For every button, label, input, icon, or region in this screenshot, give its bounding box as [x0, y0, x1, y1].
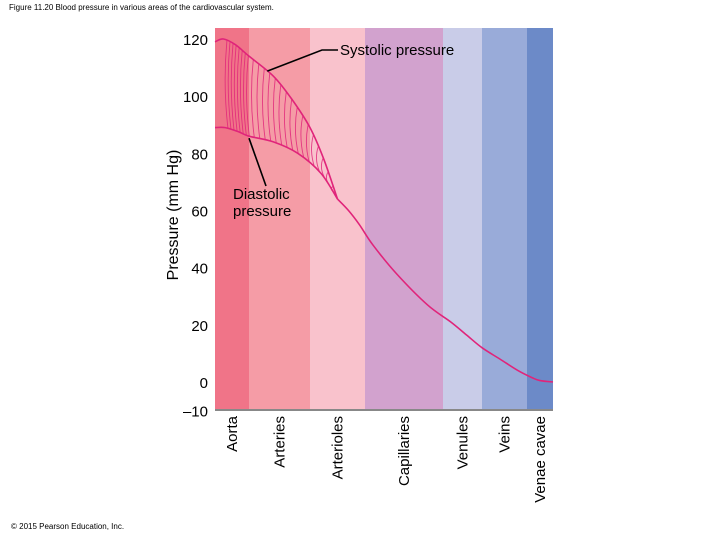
pulse-wave-mark	[227, 42, 232, 130]
x-category-label: Aorta	[224, 415, 241, 452]
pulse-wave-mark	[251, 59, 255, 138]
y-tick-label: 0	[200, 375, 208, 392]
pulse-wave-mark	[294, 107, 299, 154]
pulse-wave-mark	[273, 78, 277, 143]
x-category-label: Capillaries	[396, 416, 413, 486]
x-category-label: Venules	[455, 416, 472, 469]
systolic-pressure-line	[214, 38, 339, 200]
y-tick-label: 40	[191, 261, 208, 278]
y-tick-label: –10	[183, 404, 208, 421]
y-tick-label: 20	[191, 318, 208, 335]
band-capillaries	[365, 28, 443, 410]
diastolic-leader-line	[248, 137, 267, 187]
x-category-labels: Aorta Arteries Arterioles Capillaries Venule…	[224, 415, 549, 502]
pressure-curves	[214, 38, 554, 383]
diastolic-annotation: Diastolic	[233, 186, 290, 203]
y-tick-label: 120	[183, 32, 208, 49]
diastolic-annotation: pressure	[233, 203, 291, 220]
y-tick-label: 100	[183, 89, 208, 106]
band-veins	[482, 28, 527, 410]
pulse-wave-mark	[256, 64, 261, 139]
y-tick-label: 80	[191, 146, 208, 163]
band-arterioles	[310, 28, 365, 410]
y-axis-label: Pressure (mm Hg)	[165, 150, 182, 281]
pulse-wave-mark	[262, 68, 266, 140]
mean-pressure-line	[336, 198, 554, 383]
x-category-label: Venae cavae	[532, 416, 549, 503]
pulse-wave-mark	[284, 92, 288, 148]
systolic-annotation: Systolic pressure	[340, 42, 454, 59]
pulse-wave-mark	[289, 98, 294, 151]
pulse-wave-mark	[224, 40, 229, 129]
pulse-wave-mark	[233, 45, 238, 132]
pulse-wave-mark	[246, 55, 250, 136]
y-tick-labels: 120 100 80 60 40 20 0 –10	[183, 32, 208, 421]
pulse-wave-mark	[305, 124, 310, 162]
systolic-leader-line	[267, 49, 338, 72]
x-category-label: Veins	[497, 416, 514, 453]
band-venules	[443, 28, 482, 410]
band-venae-cavae	[527, 28, 553, 410]
pulse-wave-mark	[311, 135, 315, 167]
pulse-wave-mark	[300, 116, 305, 158]
pulse-wave-mark	[239, 50, 244, 134]
pulse-wave-mark	[278, 85, 283, 146]
y-tick-label: 60	[191, 204, 208, 221]
pulse-wave-mark	[243, 52, 247, 135]
x-category-label: Arterioles	[330, 416, 347, 479]
diastolic-pressure-line	[214, 126, 339, 200]
figure-title: Figure 11.20 Blood pressure in various a…	[9, 3, 274, 12]
pulse-pressure-hatching	[224, 40, 335, 193]
x-category-label: Arteries	[272, 416, 289, 468]
pulse-wave-mark	[267, 73, 272, 142]
pulse-wave-mark	[230, 43, 235, 131]
copyright-notice: © 2015 Pearson Education, Inc.	[11, 522, 125, 531]
band-arteries	[249, 28, 310, 410]
pulse-wave-mark	[316, 146, 320, 172]
vessel-bands	[215, 28, 553, 410]
pulse-wave-mark	[236, 47, 241, 133]
